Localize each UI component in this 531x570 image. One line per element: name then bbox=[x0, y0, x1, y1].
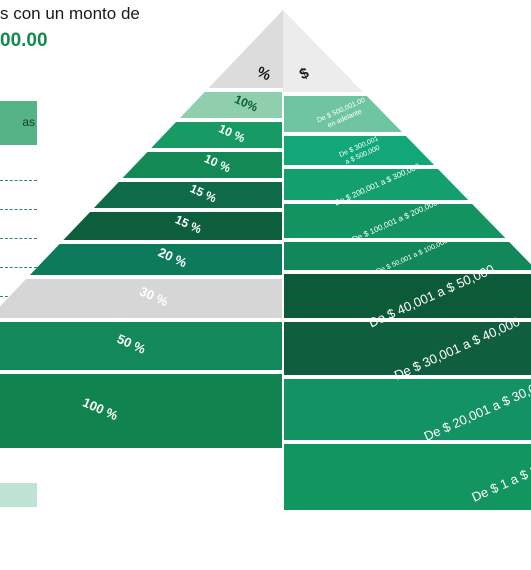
pyramid-level-left-face bbox=[0, 374, 282, 448]
pyramid-level-right-face bbox=[284, 444, 531, 510]
pyramid-level-right-face bbox=[284, 136, 435, 165]
pyramid-level-left-face bbox=[29, 244, 282, 275]
pyramid-level-right-face bbox=[284, 169, 469, 200]
pyramid-level-left-face bbox=[0, 322, 282, 370]
pyramid-level-right-face bbox=[284, 379, 531, 440]
pyramid-level-left-face bbox=[63, 212, 282, 240]
heading-amount: 00.00 bbox=[0, 30, 48, 51]
pyramid-level-left-face bbox=[122, 152, 282, 178]
pyramid-cap-left bbox=[208, 10, 283, 88]
pyramid-level-left-face bbox=[0, 279, 282, 318]
table-row-divider bbox=[0, 238, 37, 239]
table-header-label: as bbox=[22, 115, 35, 129]
table-row-divider bbox=[0, 180, 37, 181]
pyramid-center-tick bbox=[281, 514, 285, 522]
pyramid-level-right-face bbox=[284, 204, 506, 238]
table-row-divider bbox=[0, 267, 37, 268]
pyramid-level-left-face bbox=[93, 182, 282, 208]
pyramid-level-left-face bbox=[151, 122, 282, 148]
pyramid-cap-right bbox=[283, 10, 363, 92]
column-header-percent: % bbox=[254, 63, 273, 84]
pyramid-level-right-face bbox=[284, 242, 531, 270]
pyramid-level-right-face bbox=[284, 274, 531, 318]
table-row-divider bbox=[0, 209, 37, 210]
table-footer bbox=[0, 483, 37, 507]
heading-line-1: s con un monto de bbox=[0, 4, 140, 23]
pyramid-level-left-face bbox=[179, 92, 282, 118]
table-header: as bbox=[0, 101, 37, 145]
pyramid-level-right-face bbox=[284, 322, 531, 375]
pyramid-level-right-face bbox=[284, 96, 402, 132]
